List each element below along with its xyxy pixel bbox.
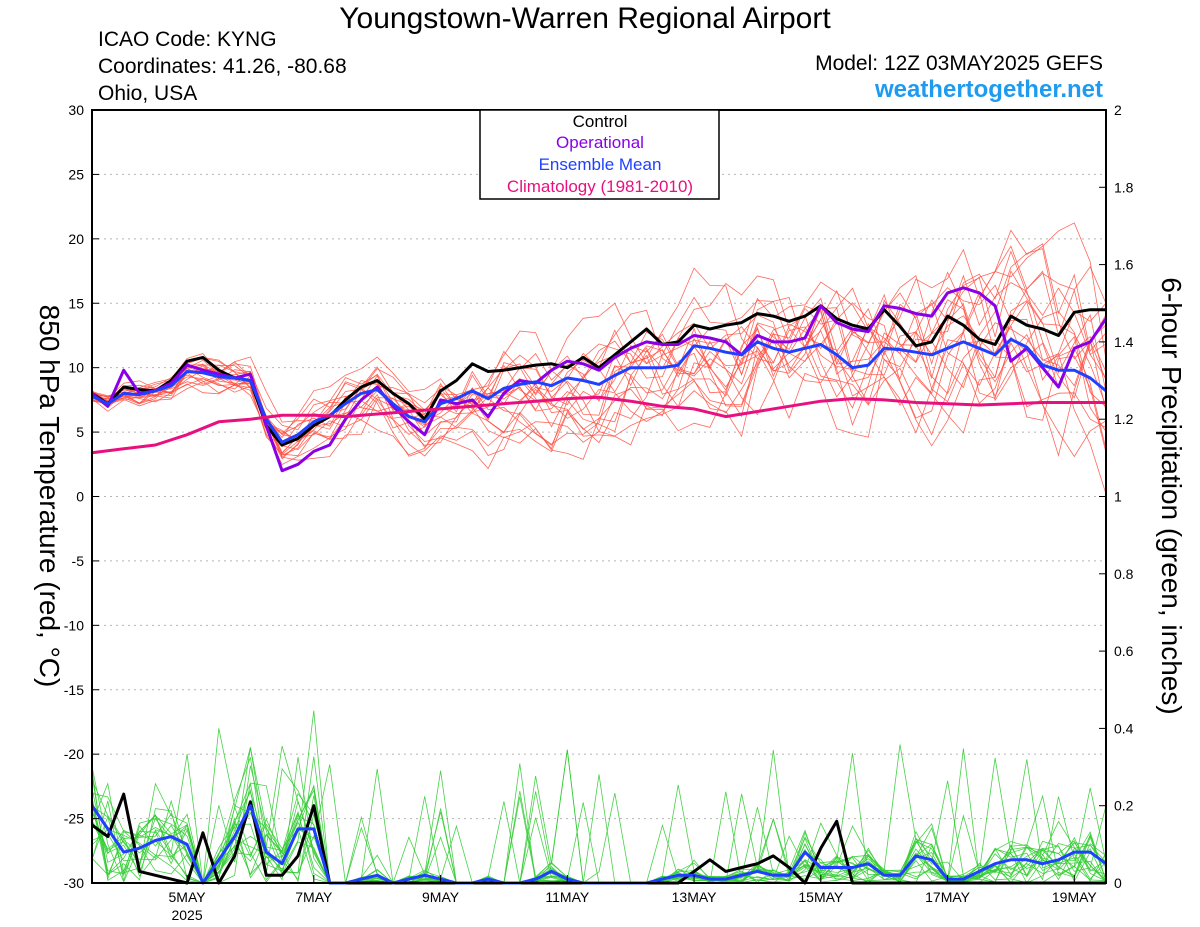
- y-tick-label: 5: [76, 424, 84, 440]
- legend-climatology: Climatology (1981-2010): [507, 177, 693, 196]
- x-tick-label: 17MAY: [925, 889, 971, 905]
- y2-tick-label: 1.2: [1114, 411, 1134, 427]
- y-axis-title: 850 hPa Temperature (red, °C): [34, 305, 65, 688]
- ensemble-members: [91, 222, 1107, 885]
- y2-axis-title: 6-hour Precipitation (green, inches): [1156, 277, 1187, 714]
- temp-member-line: [91, 248, 1107, 454]
- y2-tick-label: 0: [1114, 875, 1122, 891]
- y-tick-label: 20: [68, 231, 84, 247]
- y-tick-label: 25: [68, 166, 84, 182]
- icao-code: ICAO Code: KYNG: [98, 28, 277, 51]
- x-tick-label: 19MAY: [1052, 889, 1098, 905]
- y-axis-ticks: 30 25 20 15 10 5 0 -5 -10 -15 -20 -25 -30: [64, 102, 99, 891]
- page-title: Youngstown-Warren Regional Airport: [339, 2, 831, 35]
- x-axis-ticks: 5MAY 2025 7MAY 9MAY 11MAY 13MAY 15MAY 17MAY 19MA…: [169, 875, 1098, 923]
- temp-member-line: [91, 302, 1107, 423]
- y2-tick-label: 0.4: [1114, 720, 1134, 736]
- region: Ohio, USA: [98, 82, 198, 105]
- temp-member-line: [91, 299, 1107, 455]
- x-tick-label: 5MAY: [169, 889, 207, 905]
- legend: Control Operational Ensemble Mean Climat…: [479, 109, 720, 200]
- y-tick-label: 30: [68, 102, 84, 118]
- y2-axis-ticks: 2 1.8 1.6 1.4 1.2 1 0.8 0.6 0.4 0.2 0: [1099, 102, 1134, 891]
- climatology-1981-2010-temp-line: [91, 395, 1106, 455]
- plot-frame: [91, 109, 1107, 884]
- x-tick-label: 13MAY: [672, 889, 718, 905]
- y-tick-label: -10: [64, 617, 84, 633]
- y-tick-label: -20: [64, 746, 84, 762]
- series-lines: [90, 286, 1108, 885]
- y2-tick-label: 0.2: [1114, 798, 1134, 814]
- y2-tick-label: 1.6: [1114, 257, 1134, 273]
- x-tick-label: 15MAY: [798, 889, 844, 905]
- y2-tick-label: 0.8: [1114, 566, 1134, 582]
- precip-member-line: [91, 710, 1107, 885]
- y-tick-label: -15: [64, 682, 84, 698]
- temp-member-line: [91, 270, 1107, 457]
- ensemble-mean-temp-line: [91, 337, 1107, 444]
- legend-box: [479, 109, 720, 200]
- legend-control: Control: [573, 112, 628, 131]
- x-tick-sublabel: 2025: [171, 907, 202, 923]
- y2-tick-label: 1: [1114, 489, 1122, 505]
- y-tick-label: -5: [72, 553, 85, 569]
- y2-tick-label: 1.4: [1114, 334, 1134, 350]
- y-tick-label: 10: [68, 360, 84, 376]
- temp-member-line: [91, 270, 1107, 439]
- coordinates: Coordinates: 41.26, -80.68: [98, 55, 347, 78]
- y2-tick-label: 2: [1114, 102, 1122, 118]
- y2-tick-label: 0.6: [1114, 643, 1134, 659]
- x-tick-label: 11MAY: [545, 889, 589, 905]
- x-tick-label: 7MAY: [295, 889, 333, 905]
- y-tick-label: -30: [64, 875, 84, 891]
- model-run: Model: 12Z 03MAY2025 GEFS: [815, 52, 1103, 75]
- grid-lines: [92, 173, 1106, 820]
- y-tick-label: 15: [68, 295, 84, 311]
- temp-member-line: [91, 245, 1107, 460]
- legend-ensemble-mean: Ensemble Mean: [539, 155, 662, 174]
- y-tick-label: 0: [76, 489, 84, 505]
- site-link[interactable]: weathertogether.net: [874, 76, 1103, 103]
- x-tick-label: 9MAY: [422, 889, 460, 905]
- precip-member-line: [91, 784, 1107, 884]
- y-tick-label: -25: [64, 811, 84, 827]
- y2-tick-label: 1.8: [1114, 179, 1134, 195]
- legend-operational: Operational: [556, 133, 644, 152]
